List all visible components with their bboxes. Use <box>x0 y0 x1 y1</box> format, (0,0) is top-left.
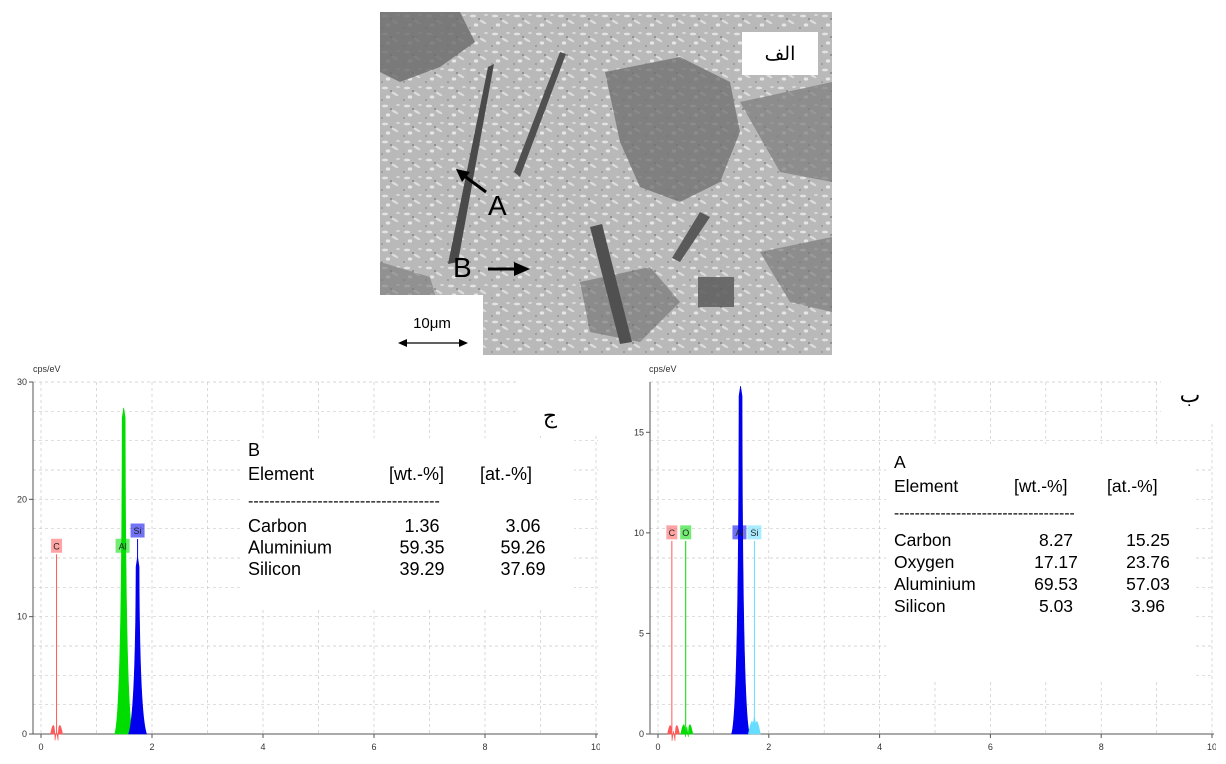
peak-label-box <box>666 525 678 540</box>
peak-label-box <box>130 523 145 538</box>
peak-o <box>680 724 694 738</box>
y-tick-label: 20 <box>17 494 27 504</box>
table-row-wt: 1.36 <box>404 516 439 536</box>
table-title: B <box>248 440 260 460</box>
x-tick-label: 8 <box>1099 742 1104 752</box>
table-row-at: 23.76 <box>1126 552 1170 572</box>
x-tick-label: 6 <box>988 742 993 752</box>
peak-c <box>667 725 680 742</box>
y-tick-label: 0 <box>639 729 644 739</box>
table-row-wt: 59.35 <box>399 538 444 558</box>
panel-label-be: ب <box>1180 382 1201 407</box>
sem-micrograph: الف A B 10μm <box>380 12 832 355</box>
peak-label: C <box>53 541 60 551</box>
table-title: A <box>894 452 906 472</box>
x-tick-label: 10 <box>1207 742 1216 752</box>
panel-label-jim: ج <box>543 403 558 429</box>
peak-al <box>114 407 134 735</box>
table-row-element: Oxygen <box>894 552 954 572</box>
table-row-at: 59.26 <box>500 538 545 558</box>
panel-label-alef: الف <box>765 44 796 65</box>
table-header: Element <box>894 476 958 496</box>
arrow-b-label: B <box>453 252 472 283</box>
table-row-at: 3.96 <box>1131 596 1165 616</box>
x-tick-label: 0 <box>38 742 43 752</box>
table-header: Element <box>248 464 314 484</box>
table-row-element: Silicon <box>248 559 301 579</box>
table-row-at: 57.03 <box>1126 574 1170 594</box>
table-header: [wt.-%] <box>389 464 444 484</box>
peak-label: Al <box>735 528 743 538</box>
table-row-element: Aluminium <box>894 574 976 594</box>
peak-label: Si <box>134 526 142 536</box>
peak-label-box <box>115 538 130 553</box>
y-unit-label: cps/eV <box>649 364 677 374</box>
y-tick-label: 10 <box>17 612 27 622</box>
table-row-at: 15.25 <box>1126 530 1170 550</box>
x-tick-label: 4 <box>260 742 265 752</box>
x-tick-label: 10 <box>591 742 600 752</box>
x-tick-label: 2 <box>766 742 771 752</box>
table-row-wt: 69.53 <box>1034 574 1078 594</box>
x-tick-label: 0 <box>655 742 660 752</box>
peak-al <box>731 385 750 735</box>
x-tick-label: 4 <box>877 742 882 752</box>
table-row-wt: 5.03 <box>1039 596 1073 616</box>
table-header: [at.-%] <box>480 464 532 484</box>
composition-table-b: B Element [wt.-%] [at.-%] ------------------… <box>248 440 546 579</box>
table-row-element: Carbon <box>894 530 951 550</box>
x-tick-label: 6 <box>371 742 376 752</box>
scale-bar-label: 10μm <box>413 315 451 332</box>
y-tick-label: 5 <box>639 628 644 638</box>
table-row-wt: 17.17 <box>1034 552 1078 572</box>
x-tick-label: 2 <box>149 742 154 752</box>
peak-label: Al <box>119 541 127 551</box>
eds-spectrum-b: 0 5 10 15 0 2 4 6 8 10 C O Al Si cps/eV ب A Element [w… <box>634 364 1216 752</box>
table-row-at: 3.06 <box>505 516 540 536</box>
table-header: [wt.-%] <box>1014 476 1067 496</box>
table-row-element: Silicon <box>894 596 946 616</box>
table-row-wt: 8.27 <box>1039 530 1073 550</box>
x-tick-label: 8 <box>482 742 487 752</box>
y-tick-label: 10 <box>634 528 644 538</box>
peak-label-box <box>732 525 747 540</box>
peak-label: Si <box>750 528 758 538</box>
table-row-wt: 39.29 <box>399 559 444 579</box>
y-tick-label: 30 <box>17 377 27 387</box>
composition-table-a: A Element [wt.-%] [at.-%] ------------------… <box>894 452 1170 616</box>
y-unit-label: cps/eV <box>33 364 61 374</box>
table-row-element: Carbon <box>248 516 307 536</box>
peak-label: C <box>669 528 676 538</box>
table-row-element: Aluminium <box>248 538 332 558</box>
y-tick-label: 0 <box>22 729 27 739</box>
table-divider: ----------------------------------- <box>894 505 1075 522</box>
table-row-at: 37.69 <box>500 559 545 579</box>
table-divider: ------------------------------------ <box>248 493 440 510</box>
y-tick-label: 15 <box>634 427 644 437</box>
peak-label-box <box>680 525 692 540</box>
eds-spectrum-c: 0 10 20 30 0 2 4 6 8 10 C Al Si cps/eV ج B Element [w… <box>17 364 600 752</box>
peak-label: O <box>682 528 689 538</box>
table-header: [at.-%] <box>1107 476 1158 496</box>
peak-label-box <box>747 525 762 540</box>
peak-label-box <box>51 538 63 553</box>
arrow-a-label: A <box>488 190 507 221</box>
